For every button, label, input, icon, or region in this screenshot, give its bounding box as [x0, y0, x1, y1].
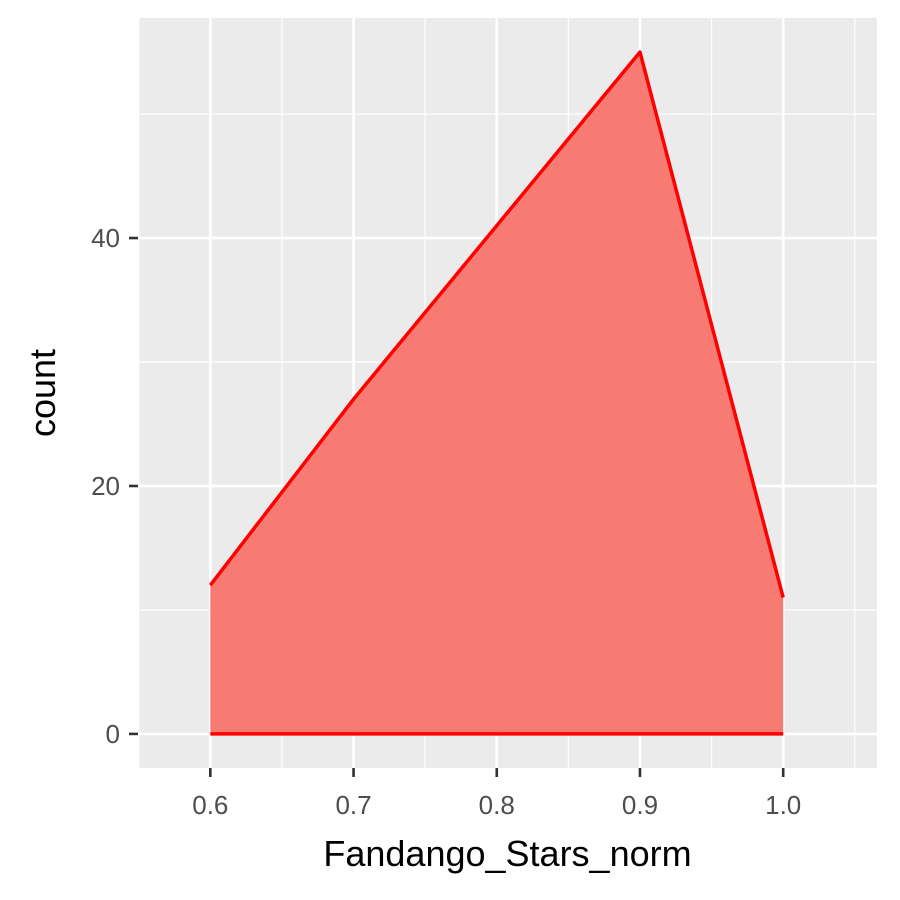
y-axis-title: count: [22, 349, 63, 437]
y-axis: 0 20 40: [91, 223, 138, 749]
x-tick-label: 0.6: [192, 790, 228, 820]
x-tick-label: 1.0: [765, 790, 801, 820]
area-series: [208, 50, 785, 736]
x-axis: 0.6 0.7 0.8 0.9 1.0: [192, 768, 801, 820]
x-tick-label: 0.7: [335, 790, 371, 820]
x-tick-label: 0.8: [479, 790, 515, 820]
y-tick-label: 40: [91, 223, 120, 253]
area-fill: [210, 52, 784, 734]
y-tick-label: 0: [106, 719, 120, 749]
x-axis-title: Fandango_Stars_norm: [323, 833, 691, 874]
y-tick-label: 20: [91, 471, 120, 501]
x-tick-label: 0.9: [622, 790, 658, 820]
